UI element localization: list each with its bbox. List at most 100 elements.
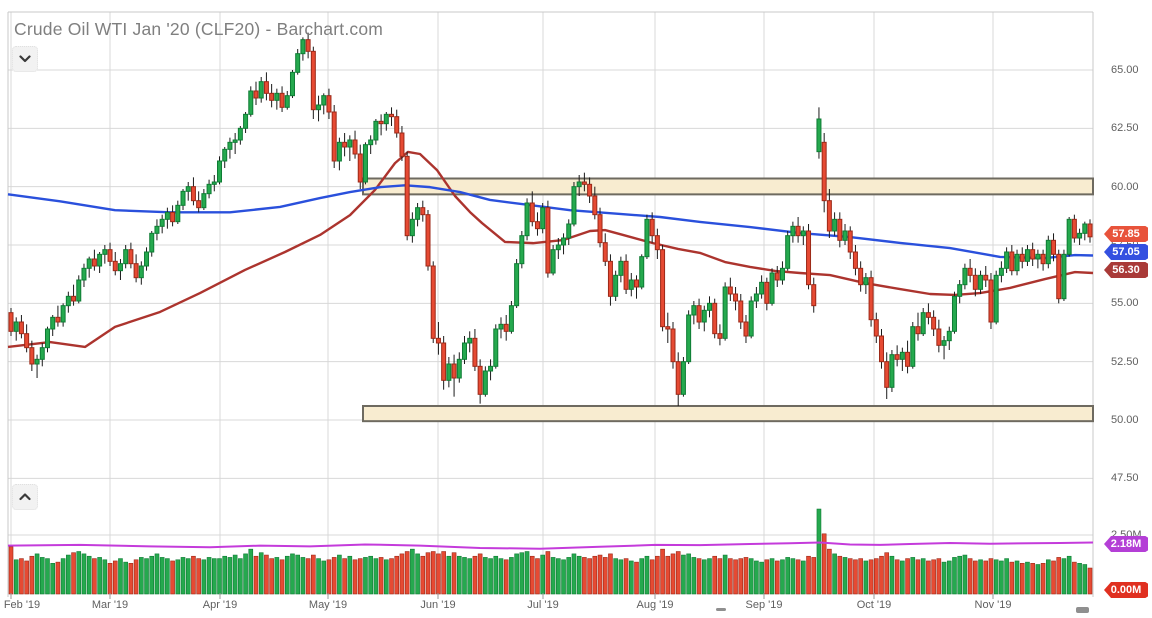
candle-body	[409, 218, 415, 237]
candle-body	[144, 251, 150, 267]
volume-bar	[264, 554, 269, 595]
volume-bar	[936, 558, 942, 595]
scrollbar-mark[interactable]	[716, 608, 726, 611]
volume-bar	[384, 559, 389, 595]
candle-body	[316, 104, 322, 111]
volume-bar	[170, 560, 175, 595]
volume-bar	[446, 555, 452, 595]
candle-body	[806, 230, 812, 286]
candle-body	[138, 265, 144, 279]
time-axis-label: Jun '19	[420, 599, 456, 611]
candle-body	[790, 225, 796, 237]
price-axis-label: 60.00	[1111, 180, 1139, 193]
candle-body	[488, 365, 494, 372]
volume-bar	[655, 555, 660, 595]
candle-body	[1009, 251, 1015, 272]
last-price-badge: 57.85	[1104, 226, 1148, 242]
volume-bar	[524, 551, 530, 595]
candle-body	[1040, 253, 1046, 265]
candle-body	[1035, 253, 1041, 260]
candle-body	[837, 218, 843, 241]
volume-bar	[430, 551, 436, 595]
candle-body	[232, 139, 238, 143]
volume-bar	[660, 548, 665, 595]
candle-body	[300, 39, 306, 55]
volume-bar	[529, 555, 535, 595]
volume-bar	[436, 553, 441, 595]
candle-body	[441, 342, 447, 381]
volume-bar	[123, 561, 128, 595]
volume-bar	[649, 559, 655, 595]
volume-bar	[81, 553, 87, 595]
candle-body	[201, 193, 207, 209]
candle-body	[248, 90, 254, 115]
candle-body	[399, 132, 405, 157]
time-axis-label: Oct '19	[856, 599, 892, 611]
candle-body	[425, 214, 431, 267]
volume-bar	[957, 555, 962, 595]
candle-body	[602, 242, 608, 262]
volume-bar	[331, 557, 337, 595]
volume-bar	[305, 558, 311, 595]
volume-bar	[946, 560, 952, 595]
volume-bar	[467, 558, 473, 595]
collapse-volume-pane-button[interactable]	[12, 484, 38, 510]
volume-bar	[300, 557, 306, 595]
volume-bar	[733, 559, 738, 595]
candle-body	[826, 200, 832, 232]
candle-body	[65, 295, 71, 307]
candle-body	[936, 328, 942, 346]
candle-body	[524, 202, 530, 237]
volume-bar	[774, 560, 780, 595]
candle-body	[733, 293, 739, 302]
candle-body	[832, 218, 838, 232]
volume-bar	[196, 558, 201, 595]
volume-bar	[378, 557, 384, 595]
volume-bar	[738, 558, 744, 595]
chevron-down-icon	[19, 55, 31, 63]
candle-body	[816, 118, 822, 153]
candle-body	[461, 342, 467, 360]
volume-zero-badge: 0.00M	[1104, 582, 1148, 598]
volume-bar	[316, 558, 321, 595]
volume-bar	[983, 560, 989, 595]
time-axis-label: Jul '19	[527, 599, 559, 611]
volume-bar	[780, 559, 785, 595]
volume-bar	[321, 560, 327, 595]
candle-body	[634, 279, 640, 288]
volume-bar	[1051, 560, 1056, 595]
candle-body	[128, 249, 134, 265]
volume-bar	[1046, 559, 1051, 595]
volume-bar	[227, 557, 233, 595]
volume-bar	[509, 557, 514, 595]
volume-bar	[404, 551, 410, 595]
candle-body	[389, 113, 395, 118]
collapse-price-pane-button[interactable]	[12, 46, 38, 72]
candle-body	[1019, 253, 1025, 262]
volume-bar	[764, 559, 770, 595]
candle-body	[628, 279, 634, 290]
candle-body	[482, 370, 488, 395]
volume-bar	[399, 553, 405, 595]
candle-body	[660, 249, 666, 328]
candle-body	[39, 347, 45, 360]
candle-body	[1066, 218, 1072, 255]
candle-body	[670, 328, 676, 363]
volume-bar	[920, 558, 926, 595]
volume-bar	[248, 548, 254, 595]
candle-body	[529, 202, 535, 223]
candle-body	[289, 71, 295, 97]
volume-bar	[34, 553, 40, 595]
volume-bar	[284, 555, 290, 595]
volume-bar	[707, 558, 712, 595]
volume-bar	[1066, 555, 1072, 595]
candle-body	[879, 335, 885, 363]
scrollbar-mark[interactable]	[1076, 607, 1089, 613]
volume-bar	[337, 554, 342, 595]
candle-body	[644, 218, 650, 258]
volume-bar	[154, 553, 160, 595]
open-interest-line	[7, 541, 1094, 550]
volume-bar	[941, 561, 947, 595]
candle-body	[1045, 239, 1051, 265]
